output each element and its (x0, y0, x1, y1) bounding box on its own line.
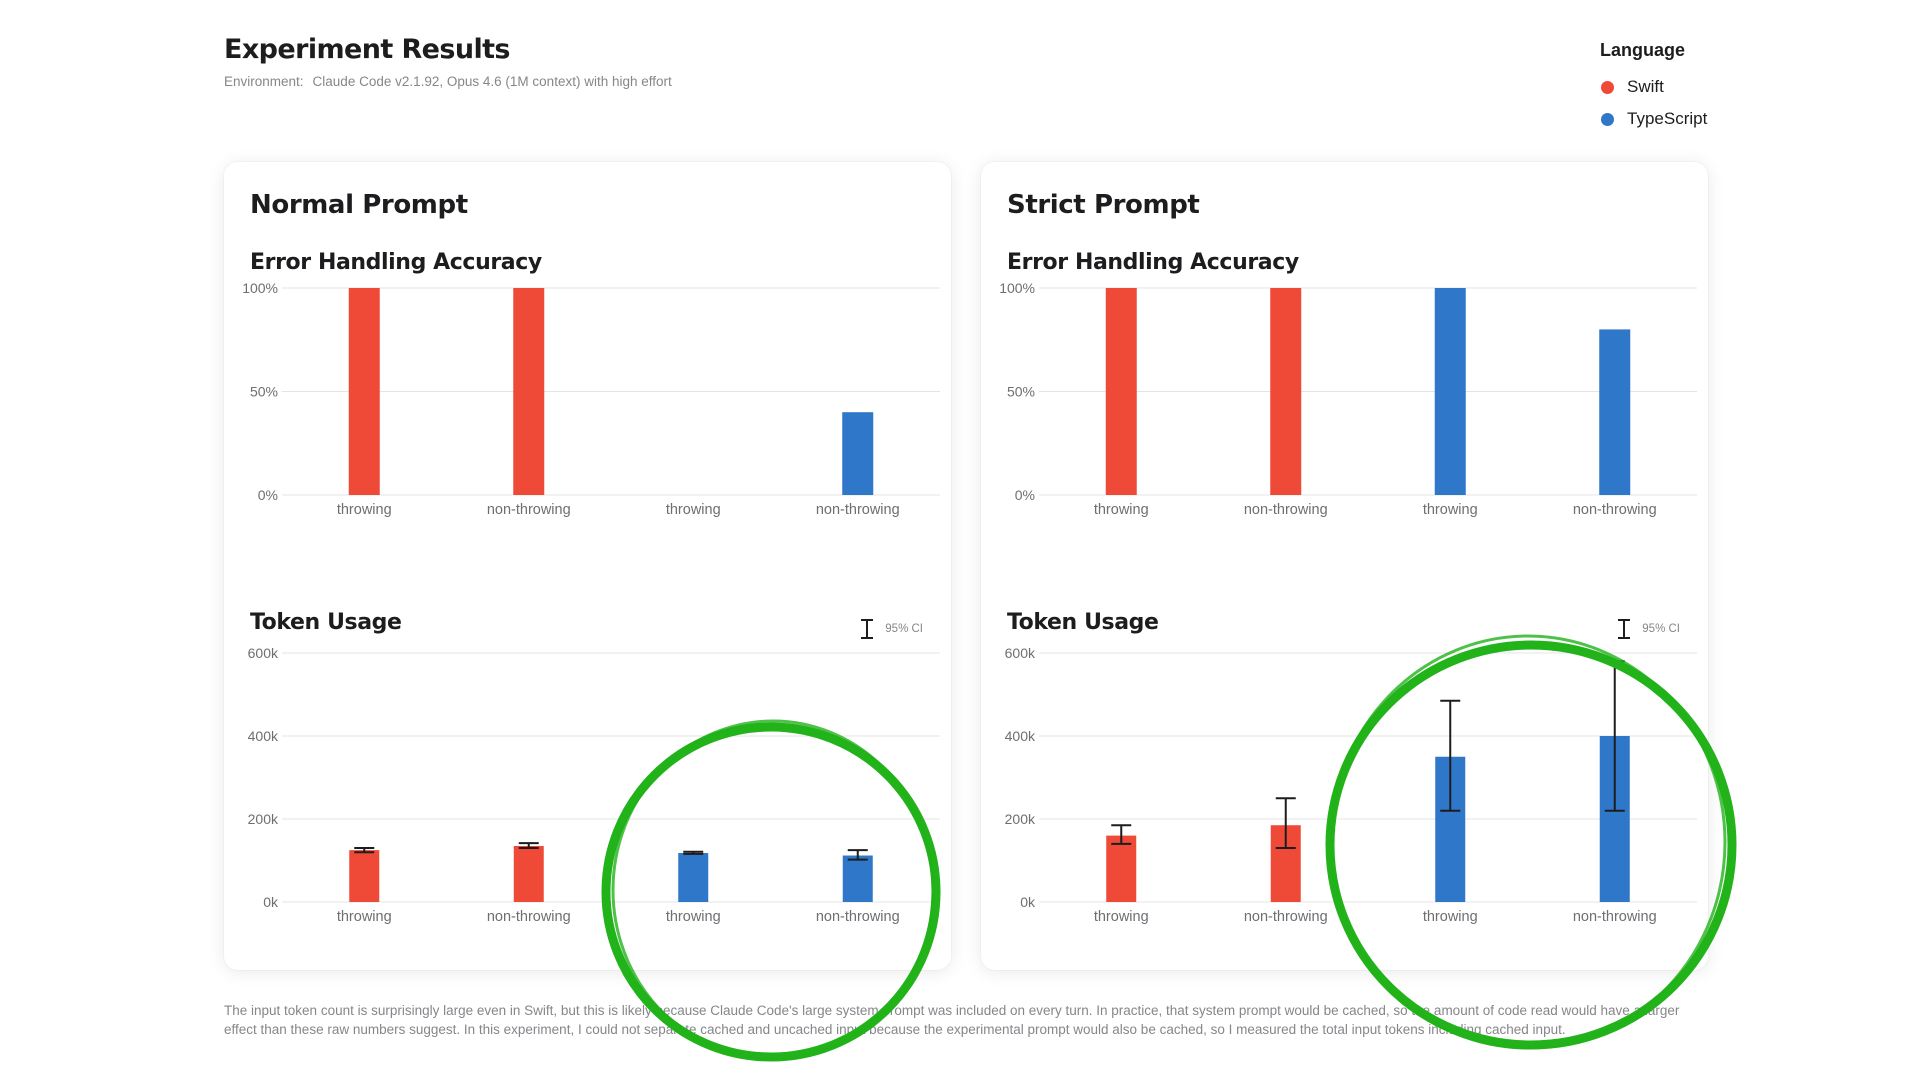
x-category-label: throwing (1423, 909, 1478, 925)
panel-strict-prompt: Strict Prompt Error Handling Accuracy 0%… (981, 162, 1708, 970)
ci-legend-label: 95% CI (1642, 623, 1680, 635)
legend-title: Language (1600, 40, 1686, 60)
y-tick-label: 400k (248, 728, 279, 744)
bar (1434, 288, 1466, 495)
x-category-label: throwing (1423, 502, 1478, 518)
chart-svg: 0k 200k 400k 600k throwing non-throwing throwi… (248, 645, 940, 925)
bar (513, 845, 544, 902)
y-tick-label: 100% (999, 280, 1035, 296)
bar (1270, 288, 1302, 495)
x-category-label: non-throwing (816, 909, 900, 925)
x-category-label: throwing (337, 502, 392, 518)
y-tick-label: 0% (1015, 487, 1035, 503)
bar (1106, 835, 1137, 902)
ci-legend: 95% CI (1616, 618, 1680, 640)
x-category-label: throwing (1094, 502, 1149, 518)
chart-svg: 0% 50% 100% throwing non-throwing throwing non… (999, 280, 1697, 518)
x-category-label: throwing (666, 502, 721, 518)
y-tick-label: 200k (1005, 811, 1036, 827)
accuracy-chart-normal: 0% 50% 100% throwing non-throwing throwing non… (224, 280, 951, 532)
x-category-label: non-throwing (487, 909, 571, 925)
y-tick-label: 200k (248, 811, 279, 827)
x-category-label: throwing (666, 909, 721, 925)
accuracy-chart-strict: 0% 50% 100% throwing non-throwing throwing non… (981, 280, 1708, 532)
language-legend: Language Swift TypeScript (1600, 40, 1707, 135)
bar (842, 412, 874, 495)
accuracy-chart-title: Error Handling Accuracy (250, 250, 542, 275)
x-category-label: non-throwing (1573, 502, 1657, 518)
bar (1599, 329, 1631, 495)
typescript-color-dot (1601, 112, 1614, 126)
token-chart-title: Token Usage (1007, 610, 1159, 635)
token-chart-strict: 0k 200k 400k 600k throwing non-throwing throwi… (981, 645, 1708, 937)
x-category-label: non-throwing (1573, 909, 1657, 925)
footnote: The input token count is surprisingly la… (224, 1003, 1680, 1037)
legend-label-swift: Swift (1627, 77, 1664, 96)
accuracy-chart-title: Error Handling Accuracy (1007, 250, 1299, 275)
chart-svg: 0k 200k 400k 600k throwing non-throwing throwi… (1005, 645, 1697, 925)
y-tick-label: 0% (258, 487, 278, 503)
x-category-label: throwing (337, 909, 392, 925)
environment-label: Environment: (224, 74, 304, 89)
page-title: Experiment Results (224, 34, 510, 65)
legend-label-typescript: TypeScript (1627, 109, 1708, 128)
y-tick-label: 0k (263, 894, 279, 910)
panel-normal-prompt: Normal Prompt Error Handling Accuracy 0%… (224, 162, 951, 970)
error-bar-icon (861, 619, 874, 639)
panel-title: Strict Prompt (1007, 190, 1200, 220)
y-tick-label: 50% (250, 384, 278, 400)
legend-item-typescript: TypeScript (1600, 103, 1707, 135)
bar (1105, 288, 1137, 495)
token-chart-normal: 0k 200k 400k 600k throwing non-throwing throwi… (224, 645, 951, 937)
ci-legend: 95% CI (859, 618, 923, 640)
bar (513, 288, 545, 495)
swift-color-dot (1601, 80, 1614, 94)
x-category-label: non-throwing (1244, 909, 1328, 925)
y-tick-label: 50% (1007, 384, 1035, 400)
x-category-label: non-throwing (1244, 502, 1328, 518)
bar (348, 288, 380, 495)
environment-line: Environment: Claude Code v2.1.92, Opus 4.… (224, 74, 672, 89)
x-category-label: non-throwing (816, 502, 900, 518)
error-bar-icon (1618, 619, 1631, 639)
bar (842, 855, 873, 902)
y-tick-label: 0k (1020, 894, 1036, 910)
chart-svg: 0% 50% 100% throwing non-throwing throwing non… (242, 280, 940, 518)
token-chart-title: Token Usage (250, 610, 402, 635)
x-category-label: non-throwing (487, 502, 571, 518)
x-category-label: throwing (1094, 909, 1149, 925)
y-tick-label: 400k (1005, 728, 1036, 744)
ci-legend-label: 95% CI (885, 623, 923, 635)
bar (349, 850, 380, 902)
environment-value: Claude Code v2.1.92, Opus 4.6 (1M contex… (312, 74, 672, 89)
panel-title: Normal Prompt (250, 190, 468, 220)
y-tick-label: 600k (1005, 645, 1036, 661)
header: Experiment Results Environment: Claude Co… (224, 34, 672, 89)
y-tick-label: 100% (242, 280, 278, 296)
bar (678, 853, 709, 902)
legend-item-swift: Swift (1600, 71, 1707, 103)
y-tick-label: 600k (248, 645, 279, 661)
